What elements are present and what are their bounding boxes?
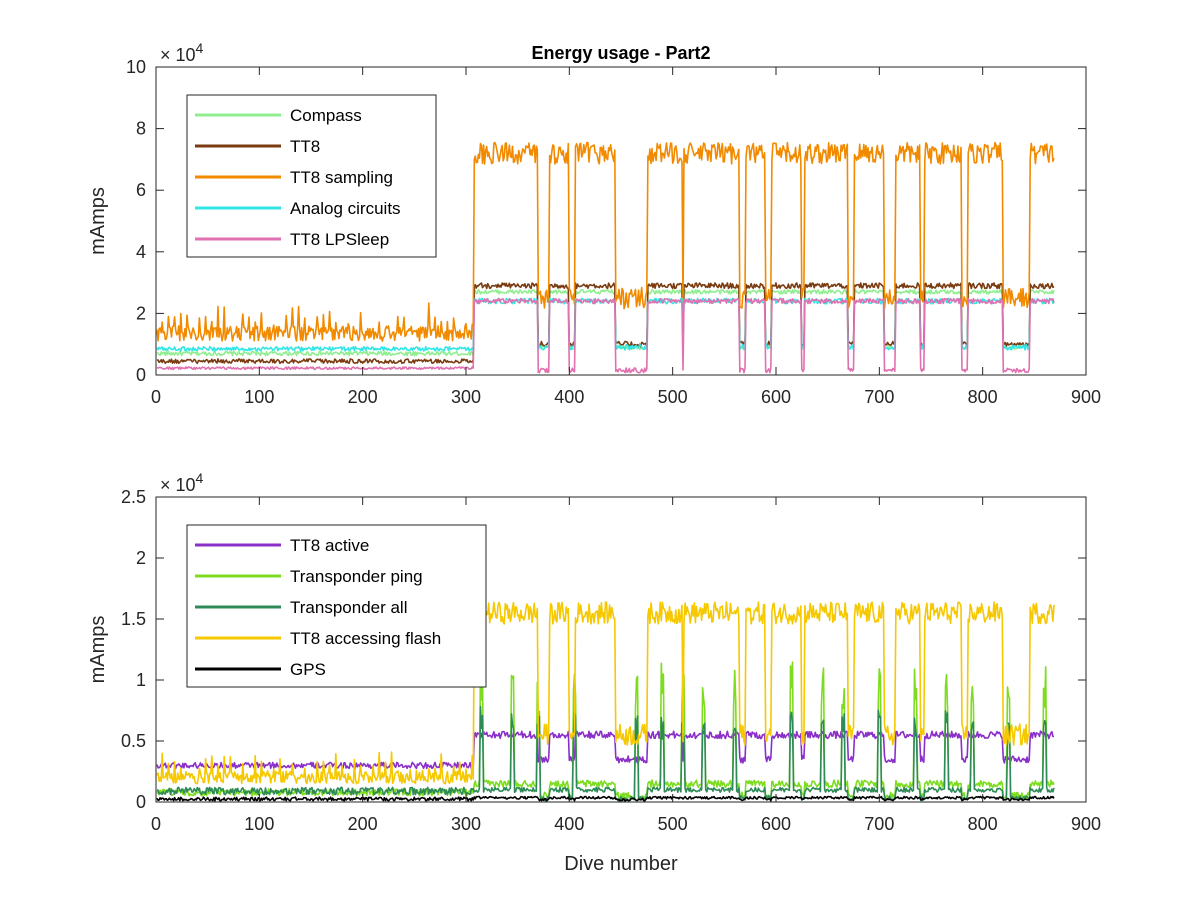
x-tick-label: 500 bbox=[658, 814, 688, 834]
x-tick-label: 700 bbox=[864, 387, 894, 407]
x-tick-label: 500 bbox=[658, 387, 688, 407]
series-line-tt8-active bbox=[156, 730, 1055, 770]
x-tick-label: 300 bbox=[451, 387, 481, 407]
x-tick-label: 200 bbox=[348, 387, 378, 407]
legend-label: TT8 accessing flash bbox=[290, 629, 441, 648]
legend: TT8 active Transponder ping Transponder al… bbox=[186, 524, 487, 688]
series-line-tt8-lpsleep bbox=[156, 297, 1055, 374]
y-tick-label: 0 bbox=[136, 365, 146, 385]
legend-label: Analog circuits bbox=[290, 199, 401, 218]
x-axis-label: Dive number bbox=[564, 853, 678, 875]
series-line-tt8-accessing-flash bbox=[156, 601, 1055, 785]
y-tick-label: 2 bbox=[136, 303, 146, 323]
x-tick-label: 900 bbox=[1071, 387, 1101, 407]
axes-box bbox=[155, 496, 1087, 803]
x-tick-label: 200 bbox=[348, 814, 378, 834]
x-tick-label: 800 bbox=[968, 814, 998, 834]
legend-label: Transponder ping bbox=[290, 567, 423, 586]
x-tick-label: 900 bbox=[1071, 814, 1101, 834]
legend-label: TT8 bbox=[290, 137, 320, 156]
bottom-plot: 0 100 200 300 400 500 600 700 800 900 0 0.5 1 1.5 2 2.5… bbox=[87, 470, 1101, 875]
y-tick-label: 1 bbox=[136, 670, 146, 690]
x-tick-label: 400 bbox=[554, 814, 584, 834]
series-line-tt8-sampling bbox=[156, 141, 1055, 342]
y-tick-label: 4 bbox=[136, 242, 146, 262]
y-tick-label: 2.5 bbox=[121, 487, 146, 507]
series-group bbox=[156, 141, 1055, 374]
y-tick-label: 6 bbox=[136, 180, 146, 200]
x-tick-label: 300 bbox=[451, 814, 481, 834]
legend-label: GPS bbox=[290, 660, 326, 679]
x-tick-label: 0 bbox=[151, 387, 161, 407]
chart-title: Energy usage - Part2 bbox=[531, 43, 710, 63]
y-axis-label: mAmps bbox=[87, 616, 109, 684]
x-tick-label: 700 bbox=[864, 814, 894, 834]
legend-label: TT8 LPSleep bbox=[290, 230, 389, 249]
y-tick-label: 1.5 bbox=[121, 609, 146, 629]
x-tick-label: 600 bbox=[761, 814, 791, 834]
x-tick-label: 0 bbox=[151, 814, 161, 834]
y-tick-label: 10 bbox=[126, 57, 146, 77]
series-line-tt8 bbox=[156, 282, 1055, 365]
y-tick-label: 8 bbox=[136, 119, 146, 139]
axes-box bbox=[155, 66, 1087, 376]
legend-label: Transponder all bbox=[290, 598, 408, 617]
y-tick-label: 0 bbox=[136, 792, 146, 812]
legend: Compass TT8 TT8 sampling Analog circuits TT8… bbox=[186, 94, 437, 258]
legend-label: TT8 sampling bbox=[290, 168, 393, 187]
y-tick-label: 2 bbox=[136, 548, 146, 568]
y-tick-label: 0.5 bbox=[121, 731, 146, 751]
series-group bbox=[156, 601, 1055, 802]
x-tick-label: 100 bbox=[244, 814, 274, 834]
series-line-compass bbox=[156, 288, 1055, 357]
series-line-gps bbox=[156, 795, 1055, 802]
y-axis-label: mAmps bbox=[87, 187, 109, 255]
legend-label: Compass bbox=[290, 106, 362, 125]
x-tick-label: 600 bbox=[761, 387, 791, 407]
legend-label: TT8 active bbox=[290, 536, 369, 555]
x-tick-label: 800 bbox=[968, 387, 998, 407]
x-tick-label: 100 bbox=[244, 387, 274, 407]
x-tick-label: 400 bbox=[554, 387, 584, 407]
series-line-transponder-all bbox=[156, 705, 1055, 802]
